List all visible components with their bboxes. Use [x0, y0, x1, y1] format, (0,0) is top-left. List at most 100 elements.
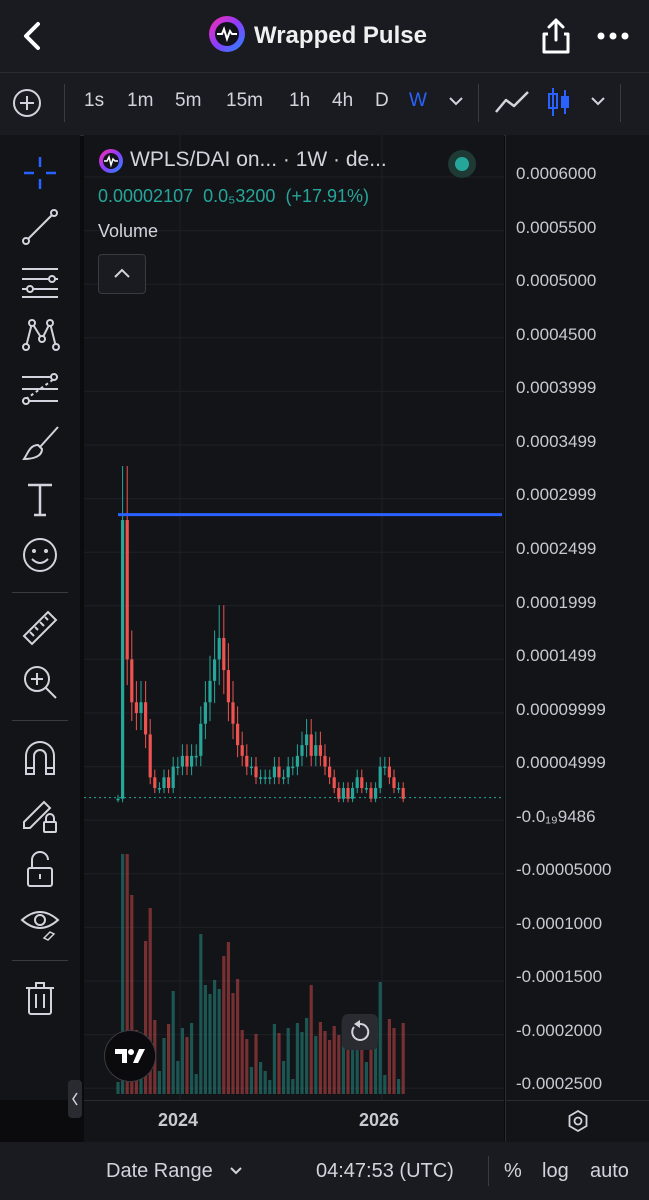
text-icon[interactable]	[18, 477, 62, 521]
chevron-down-icon[interactable]	[228, 1164, 244, 1183]
volume-bar	[180, 1028, 184, 1094]
toolbar-divider	[12, 960, 68, 961]
toolbar-divider	[12, 720, 68, 721]
timeframe-1m[interactable]: 1m	[127, 90, 154, 111]
volume-bar	[148, 908, 152, 1094]
volume-bar	[157, 1071, 161, 1094]
candles-icon[interactable]	[546, 86, 572, 123]
candle-body	[116, 798, 120, 801]
timeframe-15m[interactable]: 15m	[226, 90, 263, 111]
price-chart[interactable]	[84, 135, 504, 1100]
lock-drawing-icon[interactable]	[18, 792, 62, 836]
candle-body	[217, 637, 221, 660]
price-axis-label: 0.0003999	[516, 378, 597, 397]
candle-body	[346, 788, 350, 799]
timeframe-5m[interactable]: 5m	[175, 90, 202, 111]
candle-body	[272, 766, 276, 778]
volume-bar	[369, 1029, 373, 1094]
price-axis-label: 0.0001499	[516, 646, 597, 665]
zoom-in-icon[interactable]	[18, 660, 62, 704]
price-axis-label: 0.0002999	[516, 485, 597, 504]
chart-settings-button[interactable]	[505, 1100, 649, 1143]
price-axis-label: 0.00004999	[516, 753, 606, 772]
last-price: 0.00002107	[98, 186, 194, 206]
timeframe-4h[interactable]: 4h	[332, 90, 354, 111]
volume-bar	[213, 980, 217, 1094]
candle-body	[401, 788, 405, 799]
volume-bar	[323, 1031, 327, 1094]
percent-scale-toggle[interactable]: %	[504, 1160, 522, 1182]
volume-bar	[360, 1034, 364, 1094]
wrapped-pulse-logo-icon	[98, 148, 124, 179]
trash-icon[interactable]	[18, 976, 62, 1020]
utc-clock[interactable]: 04:47:53 (UTC)	[316, 1160, 454, 1182]
candle-body	[125, 520, 129, 660]
timeframe-1s[interactable]: 1s	[84, 90, 105, 111]
candle-body	[305, 734, 309, 746]
wrapped-pulse-logo-icon	[208, 15, 246, 58]
symbol-legend[interactable]: WPLS/DAI on... · 1W · de...	[130, 148, 387, 172]
volume-bar	[240, 1030, 244, 1094]
candle-body	[194, 755, 198, 758]
candle-body	[323, 755, 327, 767]
tradingview-logo-icon[interactable]	[104, 1030, 156, 1082]
volume-bar	[208, 994, 212, 1094]
candle-body	[180, 755, 184, 767]
volume-bar	[341, 1021, 345, 1094]
toggle-toolbar-button[interactable]	[68, 1080, 82, 1118]
volume-bar	[374, 1038, 378, 1094]
add-icon[interactable]	[12, 88, 42, 123]
line-chart-icon[interactable]	[494, 88, 530, 121]
volume-bar	[277, 1033, 281, 1094]
brush-icon[interactable]	[18, 421, 62, 465]
crosshair-icon[interactable]	[18, 151, 62, 195]
volume-bar	[254, 1034, 258, 1094]
price-axis[interactable]	[505, 135, 649, 1100]
candle-body	[176, 766, 180, 769]
date-range-button[interactable]: Date Range	[106, 1160, 213, 1182]
toolbar-divider	[620, 84, 621, 122]
chart-pane[interactable]	[84, 135, 504, 1100]
volume-bar	[397, 1079, 401, 1094]
chevron-down-icon[interactable]	[447, 94, 465, 113]
log-scale-toggle[interactable]: log	[542, 1160, 569, 1182]
magnet-icon[interactable]	[18, 736, 62, 780]
volume-bar	[226, 942, 230, 1094]
candle-body	[295, 755, 299, 767]
volume-bar	[217, 989, 221, 1094]
reset-chart-button[interactable]	[342, 1014, 378, 1050]
trend-line-icon[interactable]	[18, 205, 62, 249]
unlock-icon[interactable]	[18, 848, 62, 892]
more-icon[interactable]	[596, 26, 630, 46]
back-arrow-icon[interactable]	[16, 18, 48, 54]
volume-bar	[318, 1022, 322, 1094]
price-axis-label: -0.0002500	[516, 1074, 603, 1093]
chevron-down-icon[interactable]	[589, 94, 607, 113]
timeframe-w[interactable]: W	[409, 90, 427, 111]
volume-bar	[332, 1026, 336, 1094]
share-icon[interactable]	[538, 16, 574, 56]
price-axis-label: 0.0001999	[516, 593, 597, 612]
timeframe-1h[interactable]: 1h	[289, 90, 311, 111]
collapse-legend-button[interactable]	[98, 254, 146, 294]
ruler-icon[interactable]	[18, 606, 62, 650]
bottom-divider	[488, 1156, 489, 1186]
volume-bar	[314, 1036, 318, 1094]
candle-body	[213, 659, 217, 681]
volume-bar	[295, 1023, 299, 1094]
time-axis-label: 2026	[359, 1110, 400, 1130]
volume-legend[interactable]: Volume	[98, 221, 159, 241]
horizontal-lines-icon[interactable]	[18, 259, 62, 303]
eye-icon[interactable]	[18, 900, 62, 944]
time-axis[interactable]	[84, 1100, 504, 1143]
auto-scale-toggle[interactable]: auto	[590, 1160, 629, 1182]
pattern-icon[interactable]	[18, 313, 62, 357]
timeframe-d[interactable]: D	[375, 90, 389, 111]
candle-body	[341, 788, 345, 799]
volume-bar	[392, 1028, 396, 1094]
emoji-icon[interactable]	[18, 533, 62, 577]
price-axis-label: 0.00009999	[516, 700, 606, 719]
volume-bar	[286, 1028, 290, 1094]
fib-icon[interactable]	[18, 367, 62, 411]
volume-bar	[383, 1075, 387, 1094]
